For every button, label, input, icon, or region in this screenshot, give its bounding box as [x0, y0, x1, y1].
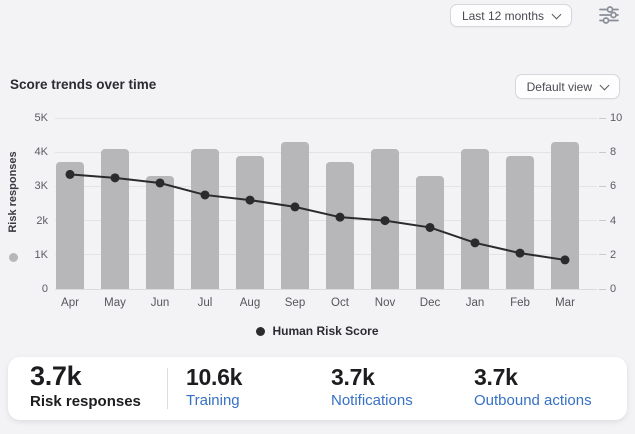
y-axis-tick-mark	[599, 151, 606, 153]
line-point-mar[interactable]	[560, 255, 570, 265]
bar-jan[interactable]	[461, 148, 489, 289]
y-axis-tick-left: 3K	[34, 180, 48, 193]
bar-dec[interactable]	[416, 176, 444, 289]
legend-dot-icon	[256, 326, 266, 336]
stat-notifications[interactable]: 3.7k Notifications	[331, 365, 413, 410]
bar-sep[interactable]	[281, 141, 309, 289]
x-axis-label: Apr	[61, 297, 79, 309]
y-axis-tick-left: 4K	[34, 146, 48, 159]
y-axis-tick-right: 8	[610, 146, 617, 159]
line-point-jun[interactable]	[155, 178, 165, 188]
x-axis-label: Sep	[284, 297, 306, 309]
line-point-jan[interactable]	[470, 238, 480, 248]
gridline	[55, 288, 597, 290]
line-point-jul[interactable]	[200, 190, 210, 200]
x-axis-label: May	[104, 297, 126, 309]
line-point-oct[interactable]	[335, 212, 345, 222]
line-point-feb[interactable]	[515, 248, 525, 258]
bar-jun[interactable]	[146, 176, 174, 289]
bar-may[interactable]	[101, 148, 129, 289]
bar-feb[interactable]	[506, 155, 534, 289]
stat-risk-responses[interactable]: 3.7k Risk responses	[30, 362, 141, 411]
y-axis-tick-mark	[599, 220, 606, 222]
stat-outbound-actions[interactable]: 3.7k Outbound actions	[474, 365, 592, 410]
y-axis-tick-left: 2k	[36, 214, 48, 227]
line-point-sep[interactable]	[290, 202, 300, 212]
line-point-apr[interactable]	[65, 169, 75, 179]
section-title: Score trends over time	[10, 77, 157, 92]
y-axis-tick-left: 1K	[34, 248, 48, 261]
y-axis-tick-right: 0	[610, 283, 617, 295]
x-axis-label: Jun	[150, 297, 170, 309]
y-axis-tick-mark	[599, 185, 606, 187]
divider	[167, 368, 168, 409]
stat-value: 3.7k	[331, 364, 375, 390]
stat-training[interactable]: 10.6k Training	[186, 365, 242, 410]
y-axis-tick-mark	[599, 254, 606, 256]
view-dropdown[interactable]: Default view	[514, 74, 620, 99]
gridline	[55, 117, 597, 119]
bar-aug[interactable]	[236, 155, 264, 289]
line-point-may[interactable]	[110, 173, 120, 183]
y-axis-tick-right: 6	[610, 180, 617, 193]
stat-label: Outbound actions	[474, 392, 592, 409]
bar-mar[interactable]	[551, 141, 579, 289]
period-dropdown-label: Last 12 months	[461, 8, 544, 23]
legend-label: Human Risk Score	[272, 324, 379, 338]
x-axis-label: Mar	[555, 297, 575, 309]
bar-jul[interactable]	[191, 148, 219, 289]
sliders-icon	[599, 6, 619, 24]
x-axis-label: Aug	[239, 297, 261, 309]
bar-apr[interactable]	[56, 162, 84, 289]
bar-oct[interactable]	[326, 162, 354, 289]
filters-button[interactable]	[596, 3, 622, 27]
y-axis-tick-mark	[599, 288, 606, 290]
y-axis-tick-left: 0	[41, 283, 48, 295]
x-axis-label: Oct	[331, 297, 349, 309]
x-axis-label: Feb	[510, 297, 530, 309]
score-trends-chart: Risk responses Human Risk Score 0 1K 2k 3K 4…	[0, 112, 635, 338]
x-axis-label: Dec	[419, 297, 441, 309]
line-point-nov[interactable]	[380, 216, 390, 226]
stat-label: Notifications	[331, 392, 413, 409]
y-axis-tick-left: 5K	[34, 112, 48, 124]
stat-label: Risk responses	[30, 393, 141, 410]
stat-value: 3.7k	[30, 361, 82, 391]
bar-series-dot-icon	[9, 253, 18, 262]
line-point-aug[interactable]	[245, 195, 255, 205]
line-point-dec[interactable]	[425, 222, 435, 232]
stat-value: 3.7k	[474, 364, 518, 390]
x-axis-label: Jan	[465, 297, 485, 309]
y-axis-tick-mark	[599, 117, 606, 119]
y-axis-tick-right: 2	[610, 248, 617, 261]
stat-label: Training	[186, 392, 240, 409]
gridline	[55, 151, 597, 153]
stat-value: 10.6k	[186, 364, 243, 390]
view-dropdown-label: Default view	[526, 79, 592, 94]
stats-card: 3.7k Risk responses 10.6k Training 3.7k …	[8, 357, 627, 420]
y-axis-tick-right: 4	[610, 214, 617, 227]
x-axis-label: Nov	[374, 297, 396, 309]
x-axis-label: Jul	[197, 297, 213, 309]
y-axis-tick-right: 10	[610, 112, 623, 124]
legend-human-risk-score[interactable]: Human Risk Score	[0, 324, 635, 338]
period-dropdown[interactable]: Last 12 months	[449, 4, 572, 27]
